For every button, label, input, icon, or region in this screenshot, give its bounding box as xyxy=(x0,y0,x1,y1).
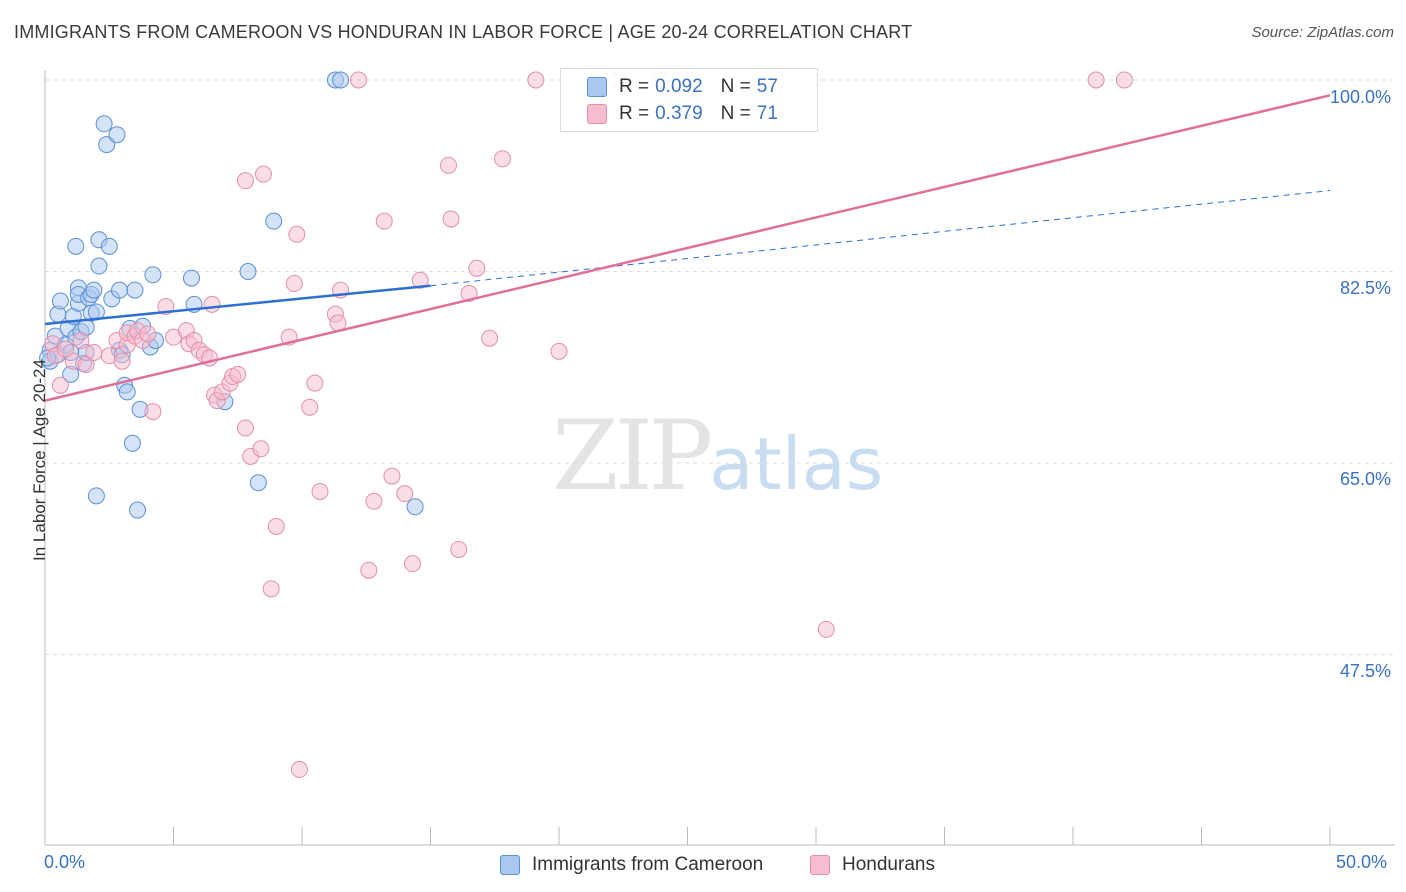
honduran-point-6 xyxy=(77,356,95,374)
y-tick-82-5: 82.5% xyxy=(1340,278,1392,298)
series-name-cameroon: Immigrants from Cameroon xyxy=(532,854,764,875)
cameroon-point-29 xyxy=(98,136,116,154)
cameroon-point-52 xyxy=(265,212,283,230)
honduran-point-44 xyxy=(301,398,319,416)
cameroon-point-47 xyxy=(182,269,200,287)
honduran-point-64 xyxy=(493,150,511,168)
honduran-point-50 xyxy=(350,71,368,89)
honduran-point-45 xyxy=(306,374,324,392)
honduran-point-60 xyxy=(450,540,468,558)
cameroon-point-24 xyxy=(87,487,105,505)
honduran-point-16 xyxy=(139,325,157,343)
cameroon-point-54 xyxy=(332,71,350,89)
honduran-point-43 xyxy=(290,760,308,778)
honduran-point-70 xyxy=(1087,71,1105,89)
honduran-point-10 xyxy=(113,352,131,370)
honduran-point-61 xyxy=(460,284,478,302)
honduran-point-69 xyxy=(817,620,835,638)
cameroon-point-26 xyxy=(90,257,108,275)
watermark-atlas: atlas xyxy=(709,422,884,506)
honduran-point-57 xyxy=(411,271,429,289)
cameroon-point-12 xyxy=(67,237,85,255)
cameroon-point-45 xyxy=(144,266,162,284)
cameroon-point-50 xyxy=(239,263,257,280)
legend-r-value: 0.092 xyxy=(655,76,703,97)
legend-swatch-cameroon xyxy=(587,77,607,97)
x-tick-min: 0.0% xyxy=(44,852,86,872)
cameroon-point-51 xyxy=(249,474,267,492)
honduran-point-56 xyxy=(404,555,422,573)
honduran-point-36 xyxy=(252,440,270,458)
cameroon-point-40 xyxy=(126,281,144,299)
series-legend-cameroon: Immigrants from Cameroon xyxy=(500,852,763,878)
y-tick-47-5: 47.5% xyxy=(1340,661,1392,681)
honduran-point-71 xyxy=(1115,71,1133,89)
watermark: ZIPatlas xyxy=(552,400,883,512)
honduran-point-38 xyxy=(262,580,280,598)
watermark-zip: ZIP xyxy=(552,400,713,512)
honduran-point-42 xyxy=(288,225,306,243)
legend-row-cameroon: R = 0.092 N = 57 xyxy=(587,74,778,100)
cameroon-point-37 xyxy=(118,383,136,401)
honduran-point-65 xyxy=(527,71,545,89)
honduran-point-7 xyxy=(85,343,103,361)
cameroon-point-30 xyxy=(100,237,118,255)
honduran-point-37 xyxy=(254,165,272,183)
stats-legend: R = 0.092 N = 57 R = 0.379 N = 71 xyxy=(560,68,818,132)
honduran-point-5 xyxy=(72,331,90,349)
legend-n-label: N = xyxy=(720,76,751,97)
legend-n-value: 71 xyxy=(756,103,778,124)
honduran-point-2 xyxy=(51,376,69,394)
legend-n-value: 57 xyxy=(756,76,778,97)
cameroon-trend-extension xyxy=(430,190,1331,287)
y-axis-label: In Labor Force | Age 20-24 xyxy=(30,359,49,561)
y-tick-65: 65.0% xyxy=(1340,469,1392,489)
honduran-point-53 xyxy=(375,212,393,230)
honduran-point-46 xyxy=(311,482,329,500)
series-name-hondurans: Hondurans xyxy=(842,854,935,875)
cameroon-point-23 xyxy=(85,281,103,299)
cameroon-point-34 xyxy=(111,281,129,299)
series-swatch-cameroon xyxy=(500,855,520,875)
honduran-point-26 xyxy=(203,295,221,313)
honduran-point-52 xyxy=(365,492,383,510)
legend-row-hondurans: R = 0.379 N = 71 xyxy=(587,101,778,127)
honduran-point-3 xyxy=(57,340,75,358)
honduran-point-58 xyxy=(439,156,457,174)
legend-swatch-hondurans xyxy=(587,104,607,124)
legend-n-label: N = xyxy=(720,103,751,124)
honduran-point-41 xyxy=(285,275,303,293)
honduran-point-63 xyxy=(481,329,499,347)
honduran-point-39 xyxy=(267,517,285,535)
honduran-trend-line xyxy=(44,94,1331,402)
honduran-point-62 xyxy=(468,259,486,277)
legend-r-label: R = xyxy=(619,103,650,124)
legend-r-value: 0.379 xyxy=(655,103,703,124)
legend-r-label: R = xyxy=(619,76,650,97)
series-swatch-hondurans xyxy=(810,855,830,875)
cameroon-point-41 xyxy=(129,501,147,519)
honduran-point-51 xyxy=(360,561,378,579)
cameroon-point-39 xyxy=(123,434,141,452)
x-tick-max: 50.0% xyxy=(1336,852,1388,872)
honduran-point-33 xyxy=(236,172,254,190)
cameroon-trend-line xyxy=(44,284,431,326)
honduran-point-54 xyxy=(383,467,401,485)
cameroon-point-28 xyxy=(95,115,113,133)
honduran-point-66 xyxy=(550,342,568,360)
series-legend-hondurans: Hondurans xyxy=(810,852,935,878)
honduran-point-55 xyxy=(396,485,414,503)
chart-title: IMMIGRANTS FROM CAMEROON VS HONDURAN IN … xyxy=(14,22,913,42)
honduran-point-32 xyxy=(229,365,247,383)
cameroon-point-5 xyxy=(51,292,69,310)
source-label: Source: ZipAtlas.com xyxy=(1251,24,1394,41)
cameroon-point-32 xyxy=(108,126,126,144)
honduran-point-34 xyxy=(236,419,254,437)
honduran-point-17 xyxy=(144,403,162,421)
cameroon-point-55 xyxy=(406,498,424,516)
honduran-point-59 xyxy=(442,210,460,228)
y-tick-100: 100.0% xyxy=(1330,87,1392,107)
